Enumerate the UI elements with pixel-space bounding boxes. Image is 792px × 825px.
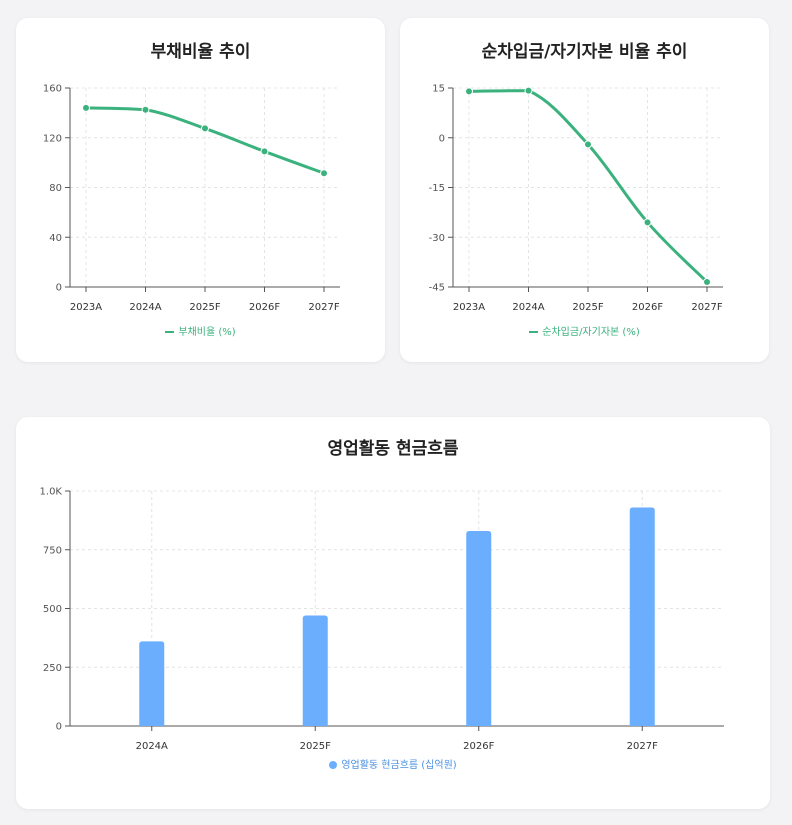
x-tick-label: 2025F [572,302,603,313]
y-tick-label: 0 [439,133,445,144]
debt-ratio-series-line [84,106,326,175]
legend-line-swatch [165,331,175,333]
debt-ratio-title: 부채비율 추이 [150,42,251,62]
x-tick-label: 2025F [300,741,331,752]
y-tick-label: 0 [56,283,62,294]
x-tick-label: 2027F [627,741,658,752]
y-tick-label: 750 [43,545,62,556]
y-tick-label: 500 [43,604,62,615]
y-tick-label: 1.0K [40,487,63,498]
y-tick-label: 250 [43,663,62,674]
y-tick-label: 120 [43,133,62,144]
data-point[interactable] [320,169,328,178]
operating-cashflow-card: 영업활동 현금흐름 0 250 500 750 1.0K 2024A 2025F 2026F 2… [16,417,770,809]
x-tick-label: 2026F [463,741,494,752]
operating-cashflow-plot-area: 0 250 500 750 1.0K 2024A 2025F 2026F 2027F [40,487,724,752]
bar[interactable] [302,615,328,726]
data-point[interactable] [82,103,90,112]
operating-cashflow-chart: 0 250 500 750 1.0K 2024A 2025F 2026F 2027F [40,487,724,752]
operating-cashflow-legend-label: 영업활동 현금흐름 (십억원) [341,760,457,771]
bar[interactable] [139,641,165,726]
y-tick-label: 80 [49,183,62,194]
y-tick-label: -15 [429,183,445,194]
y-tick-label: 40 [49,233,62,244]
debt-ratio-card: 부채비율 추이 0 40 80 120 160 2023A 2024A 2025F 2026F 2… [16,18,385,362]
data-point[interactable] [260,147,269,156]
x-tick-label: 2025F [189,302,220,313]
operating-cashflow-title: 영업활동 현금흐름 [327,439,459,459]
data-point[interactable] [524,86,533,95]
net-borrowing-chart: -45 -30 -15 0 15 2023A 2024A 2025F 2026F 2027F [429,84,723,313]
x-tick-label: 2027F [691,302,722,313]
x-tick-label: 2024A [136,741,168,752]
net-borrowing-legend[interactable]: 순차입금/자기자본 (%) [400,323,769,338]
net-borrowing-card: 순차입금/자기자본 비율 추이 -45 -30 -15 0 15 2023A 2024A 20… [400,18,769,362]
x-tick-label: 2027F [308,302,339,313]
x-tick-label: 2023A [453,302,485,313]
data-point[interactable] [141,105,150,114]
bar[interactable] [466,530,492,726]
net-borrowing-legend-label: 순차입금/자기자본 (%) [542,327,640,338]
bar[interactable] [629,507,655,726]
debt-ratio-chart: 0 40 80 120 160 2023A 2024A 2025F 2026F 2027F [43,84,340,313]
operating-cashflow-legend[interactable]: 영업활동 현금흐름 (십억원) [16,756,770,771]
data-point[interactable] [643,218,652,227]
x-tick-label: 2023A [70,302,102,313]
x-tick-label: 2026F [632,302,663,313]
x-tick-label: 2024A [512,302,544,313]
x-tick-label: 2026F [249,302,280,313]
data-point[interactable] [584,140,592,149]
y-tick-label: -45 [429,283,445,294]
y-tick-label: 160 [43,84,62,95]
net-borrowing-plot-area: -45 -30 -15 0 15 2023A 2024A 2025F 2026F 2027F [429,84,723,313]
y-tick-label: 15 [432,84,445,95]
legend-line-swatch [529,331,539,333]
data-point[interactable] [201,124,209,133]
data-point[interactable] [703,278,711,287]
legend-dot-swatch [329,761,338,769]
y-tick-label: -30 [429,233,445,244]
x-tick-label: 2024A [129,302,161,313]
debt-ratio-legend-label: 부채비율 (%) [178,327,236,338]
y-tick-label: 0 [56,722,62,733]
data-point[interactable] [465,87,473,96]
debt-ratio-plot-area: 0 40 80 120 160 2023A 2024A 2025F 2026F 2027F [43,84,340,313]
net-borrowing-title: 순차입금/자기자본 비율 추이 [481,42,688,62]
debt-ratio-legend[interactable]: 부채비율 (%) [16,323,385,338]
